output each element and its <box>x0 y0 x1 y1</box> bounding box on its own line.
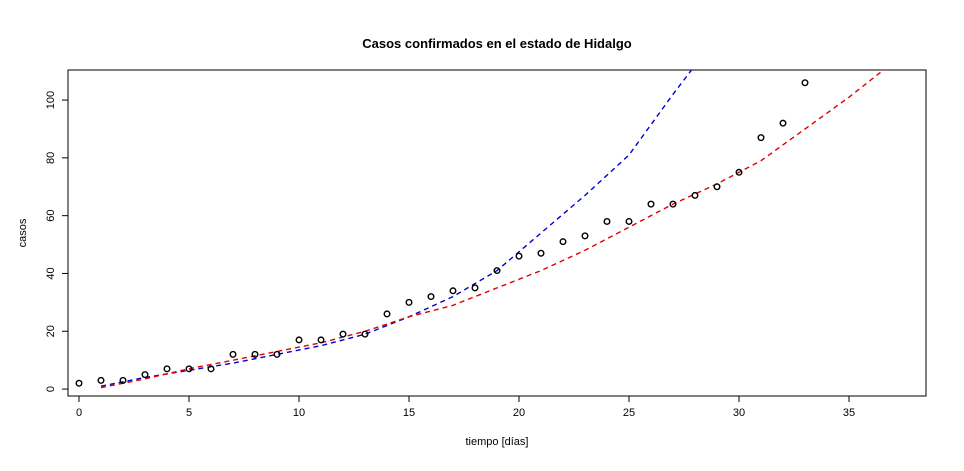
data-point <box>251 350 259 358</box>
data-point <box>119 376 127 384</box>
y-tick-label: 100 <box>45 91 57 109</box>
y-tick-label: 80 <box>45 152 57 164</box>
data-point <box>163 365 171 373</box>
x-tick-label: 15 <box>403 407 415 419</box>
data-point <box>515 252 523 260</box>
y-tick-label: 20 <box>45 325 57 337</box>
data-point <box>801 79 809 87</box>
x-tick-label: 10 <box>293 407 305 419</box>
x-tick-label: 35 <box>843 407 855 419</box>
data-point <box>185 365 193 373</box>
y-tick-label: 0 <box>45 386 57 392</box>
fit-curve <box>100 70 885 389</box>
data-point <box>779 119 787 127</box>
data-point <box>273 350 281 358</box>
x-tick-label: 25 <box>623 407 635 419</box>
data-point <box>559 238 567 246</box>
data-point <box>449 287 457 295</box>
x-tick-label: 20 <box>513 407 525 419</box>
data-point <box>97 376 105 384</box>
data-point <box>207 365 215 373</box>
data-point <box>603 217 611 225</box>
data-point <box>537 249 545 257</box>
data-point <box>581 232 589 240</box>
data-point <box>757 134 765 142</box>
curves <box>100 70 885 389</box>
data-point <box>141 371 149 379</box>
x-tick-label: 30 <box>733 407 745 419</box>
data-point <box>735 168 743 176</box>
data-point <box>647 200 655 208</box>
data-point <box>361 330 369 338</box>
data-point <box>669 200 677 208</box>
data-point <box>383 310 391 318</box>
data-point <box>75 379 83 387</box>
y-tick-label: 40 <box>45 267 57 279</box>
plot-box <box>67 69 927 397</box>
x-tick-label: 0 <box>76 407 82 419</box>
fit-curve <box>100 70 693 387</box>
x-axis-label: tiempo [días] <box>466 436 529 448</box>
data-point <box>405 298 413 306</box>
data-point <box>295 336 303 344</box>
x-tick-label: 5 <box>186 407 192 419</box>
data-point <box>427 293 435 301</box>
data-point <box>339 330 347 338</box>
y-axis-label: casos <box>17 218 29 247</box>
data-point <box>317 336 325 344</box>
data-point <box>229 350 237 358</box>
data-point <box>471 284 479 292</box>
data-point <box>625 217 633 225</box>
data-point <box>691 191 699 199</box>
data-point <box>713 183 721 191</box>
chart-title: Casos confirmados en el estado de Hidalg… <box>362 36 632 51</box>
data-point <box>493 267 501 275</box>
y-tick-label: 60 <box>45 210 57 222</box>
